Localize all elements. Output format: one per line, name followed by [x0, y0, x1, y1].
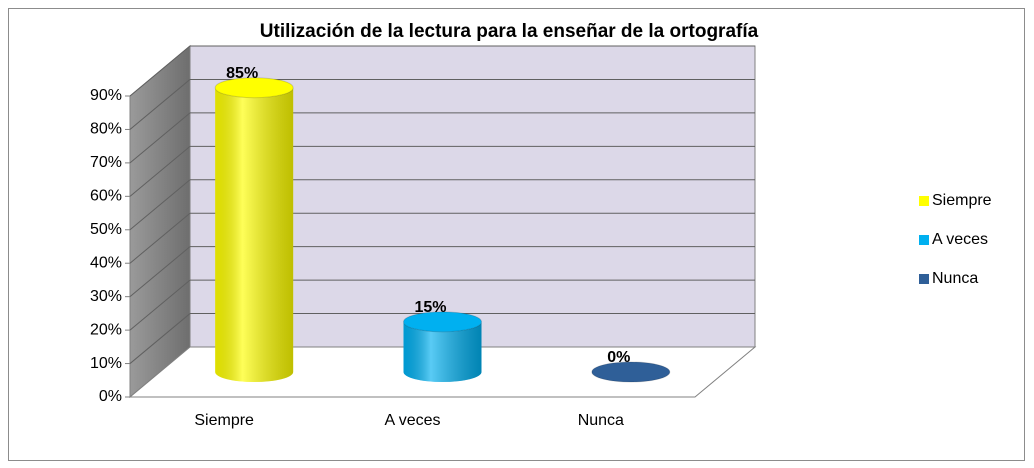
x-tick-label: A veces — [384, 412, 440, 429]
grid-line — [129, 313, 191, 364]
side-wall — [129, 44, 191, 399]
legend-swatch — [919, 196, 929, 206]
data-label: 0% — [607, 349, 630, 366]
y-tick-label: 50% — [90, 221, 122, 238]
bar-shading — [403, 321, 482, 382]
grid-line — [129, 79, 191, 130]
data-label: 85% — [226, 65, 258, 82]
y-tick-label: 30% — [90, 288, 122, 305]
bar-top — [214, 77, 294, 99]
legend-label: Nunca — [932, 270, 978, 287]
grid-line — [129, 246, 191, 298]
y-tick-label: 40% — [90, 254, 122, 271]
grid-line — [129, 212, 191, 264]
y-tick-label: 10% — [90, 355, 122, 372]
grid-line — [129, 145, 191, 197]
y-tick-label: 70% — [90, 154, 122, 171]
bar-top — [591, 361, 671, 383]
y-tick-label: 80% — [90, 121, 122, 138]
grid-line — [129, 45, 191, 97]
x-tick-label: Nunca — [578, 412, 624, 429]
data-label: 15% — [414, 299, 446, 316]
y-tick-label: 60% — [90, 188, 122, 205]
legend-swatch — [919, 274, 929, 284]
grid-line — [129, 179, 191, 231]
grid-line — [129, 279, 191, 331]
x-tick-label: Siempre — [194, 412, 254, 429]
bar-top — [403, 311, 482, 333]
grid-line — [129, 112, 191, 164]
legend-swatch — [919, 235, 929, 245]
legend-label: Siempre — [932, 192, 992, 209]
bar-shading — [215, 87, 294, 382]
legend-label: A veces — [932, 231, 988, 248]
y-tick-label: 90% — [90, 87, 122, 104]
y-tick-label: 0% — [99, 388, 122, 405]
y-tick-label: 20% — [90, 321, 122, 338]
chart-title: Utilización de la lectura para la enseña… — [260, 21, 759, 42]
